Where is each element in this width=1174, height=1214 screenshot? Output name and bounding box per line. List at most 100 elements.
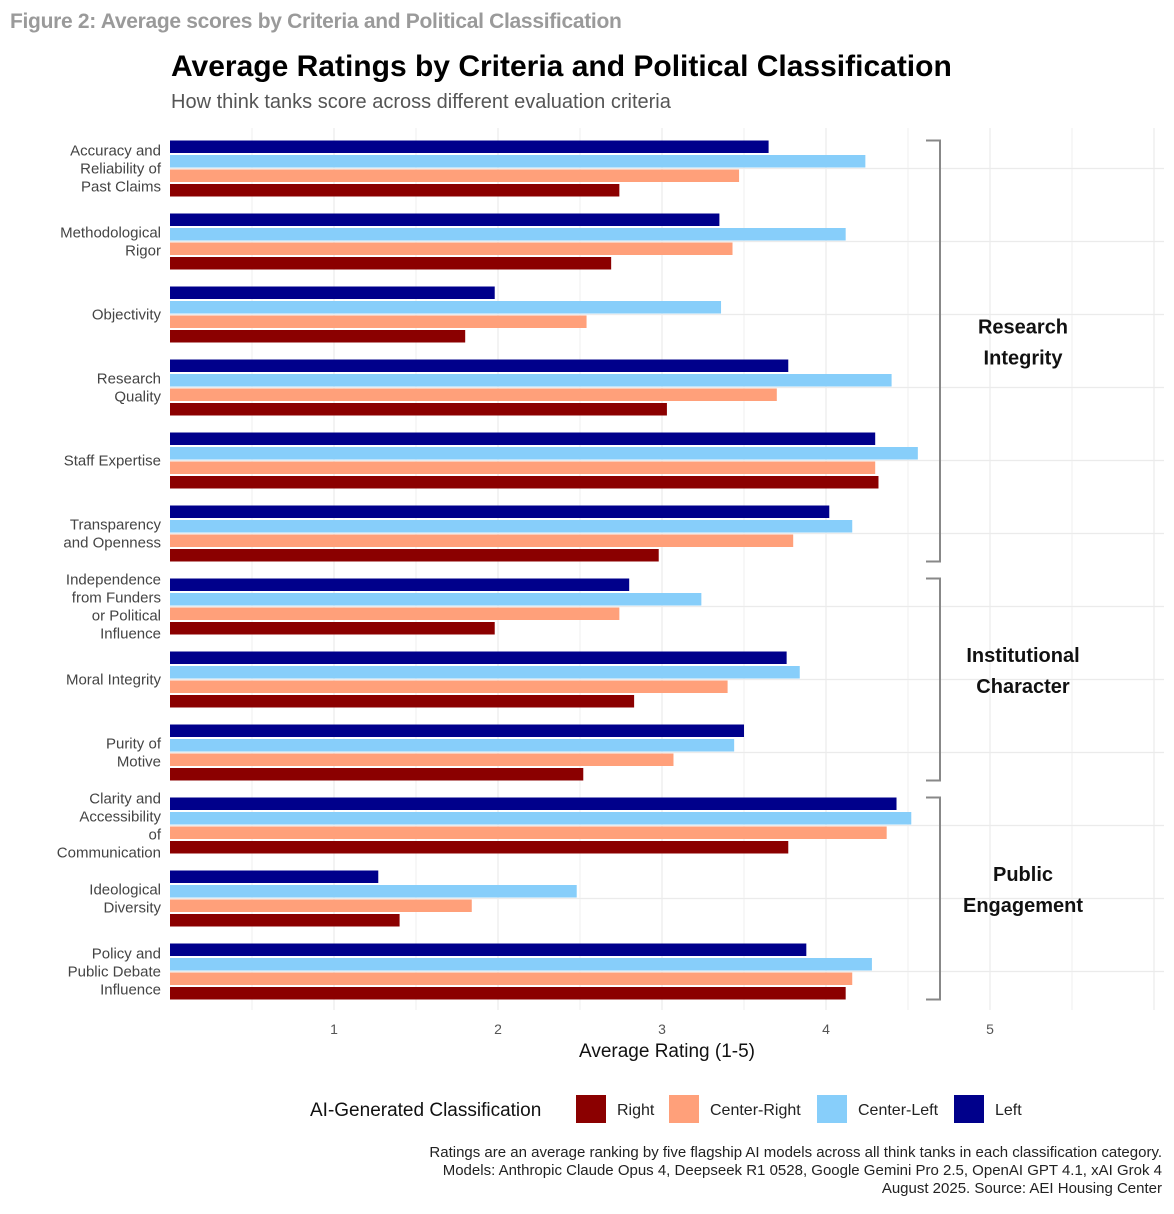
category-label: Accuracy and xyxy=(70,143,161,160)
bar-left xyxy=(170,286,495,299)
x-tick-label: 2 xyxy=(494,1021,502,1037)
category-label: Influence xyxy=(100,626,161,643)
bar-right xyxy=(170,695,635,708)
figure-label: Figure 2: Average scores by Criteria and… xyxy=(10,10,622,33)
bar-center-right xyxy=(170,972,853,985)
x-tick-label: 5 xyxy=(986,1021,994,1037)
group-bracket xyxy=(926,577,941,782)
bar-left xyxy=(170,651,787,664)
bar-left xyxy=(170,724,744,737)
bar-right xyxy=(170,768,584,781)
category-label: Rigor xyxy=(125,243,161,260)
category-label: Moral Integrity xyxy=(66,672,162,689)
category-label: Reliability of xyxy=(80,161,162,178)
bar-right xyxy=(170,549,659,562)
category-label: Clarity and xyxy=(89,791,161,808)
group-label: Public xyxy=(993,864,1053,886)
chart-title: Average Ratings by Criteria and Politica… xyxy=(171,50,952,83)
x-tick-label: 1 xyxy=(330,1021,338,1037)
group-label: Institutional xyxy=(966,645,1079,667)
category-label: of xyxy=(148,827,161,844)
bar-left xyxy=(170,578,630,591)
category-label: and Openness xyxy=(63,535,161,552)
legend-title: AI-Generated Classification xyxy=(310,1100,541,1121)
bar-right xyxy=(170,987,846,1000)
group-label: Character xyxy=(976,676,1070,698)
category-label: Purity of xyxy=(106,736,162,753)
group-label: Research xyxy=(978,317,1068,339)
category-label: Influence xyxy=(100,982,161,999)
caption: Ratings are an average ranking by five f… xyxy=(429,1144,1162,1198)
bar-left xyxy=(170,432,876,445)
group-bracket xyxy=(926,796,941,1001)
x-tick-label: 3 xyxy=(658,1021,666,1037)
category-label: Methodological xyxy=(60,225,161,242)
category-label: Objectivity xyxy=(92,307,162,324)
bar-center-right xyxy=(170,753,674,766)
bar-center-left xyxy=(170,958,872,971)
category-label: Communication xyxy=(57,845,161,862)
category-label: Public Debate xyxy=(68,964,161,981)
category-label: Research xyxy=(97,371,161,388)
group-bracket xyxy=(926,139,941,563)
category-label: Accessibility xyxy=(79,809,161,826)
bar-center-right xyxy=(170,169,740,182)
bar-center-left xyxy=(170,812,912,825)
category-label: Independence xyxy=(66,572,161,589)
legend-label: Center-Right xyxy=(710,1102,801,1119)
bar-center-left xyxy=(170,666,800,679)
bar-center-left xyxy=(170,520,853,533)
x-tick-label: 4 xyxy=(822,1021,830,1037)
caption-line: August 2025. Source: AEI Housing Center xyxy=(881,1180,1162,1197)
bar-center-right xyxy=(170,388,777,401)
category-label: Policy and xyxy=(92,946,161,963)
bar-right xyxy=(170,476,879,489)
legend-swatch-center-right xyxy=(669,1095,699,1123)
caption-line: Ratings are an average ranking by five f… xyxy=(429,1144,1162,1161)
bar-center-right xyxy=(170,534,794,547)
legend-swatch-center-left xyxy=(817,1095,847,1123)
category-label: Diversity xyxy=(103,900,161,917)
bar-center-left xyxy=(170,374,892,387)
legend-swatch-left xyxy=(954,1095,984,1123)
legend-label: Center-Left xyxy=(858,1102,939,1119)
bar-left xyxy=(170,505,830,518)
bar-left xyxy=(170,359,789,372)
category-label: or Political xyxy=(92,608,161,625)
bar-right xyxy=(170,914,400,927)
category-label: Staff Expertise xyxy=(64,453,161,470)
group-label: Engagement xyxy=(963,895,1083,917)
bar-center-right xyxy=(170,680,728,693)
bar-center-right xyxy=(170,242,733,255)
x-axis-title: Average Rating (1-5) xyxy=(579,1041,755,1062)
category-label: Ideological xyxy=(89,882,161,899)
bar-right xyxy=(170,330,466,343)
category-label: Past Claims xyxy=(81,179,161,196)
chart-subtitle: How think tanks score across different e… xyxy=(171,91,671,113)
bar-center-right xyxy=(170,315,587,328)
bar-center-left xyxy=(170,155,866,168)
caption-line: Models: Anthropic Claude Opus 4, Deepsee… xyxy=(442,1162,1162,1179)
bar-center-left xyxy=(170,593,702,606)
bar-right xyxy=(170,184,620,197)
legend-label: Left xyxy=(995,1102,1022,1119)
bar-center-left xyxy=(170,301,722,314)
bar-left xyxy=(170,870,379,883)
category-label: Motive xyxy=(117,754,161,771)
bar-center-right xyxy=(170,607,620,620)
category-label: from Funders xyxy=(72,590,161,607)
legend-label: Right xyxy=(617,1102,655,1119)
bar-left xyxy=(170,140,769,153)
bar-left xyxy=(170,797,897,810)
bar-right xyxy=(170,403,667,416)
category-label: Quality xyxy=(114,389,161,406)
bar-center-left xyxy=(170,739,735,752)
legend-swatch-right xyxy=(576,1095,606,1123)
bar-right xyxy=(170,622,495,635)
category-label: Transparency xyxy=(70,517,162,534)
bar-center-left xyxy=(170,447,918,460)
bar-center-left xyxy=(170,885,577,898)
bar-center-right xyxy=(170,826,887,839)
bar-right xyxy=(170,257,612,270)
